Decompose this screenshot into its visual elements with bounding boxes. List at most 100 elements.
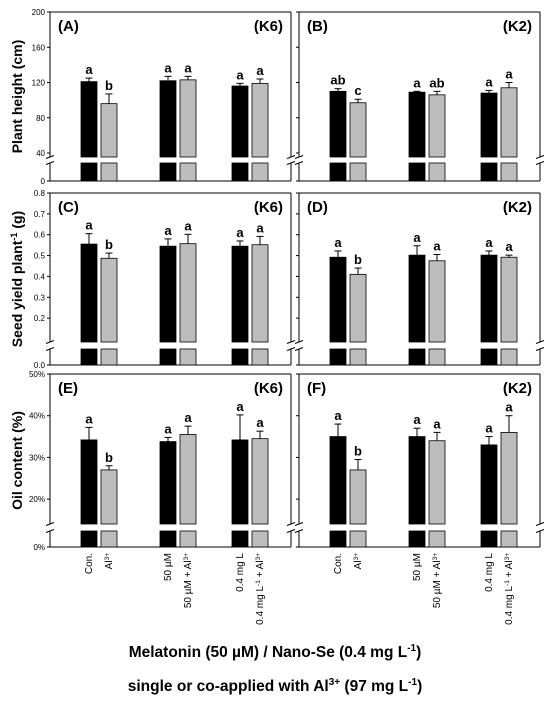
bar-group: c (349, 83, 367, 182)
panel-cultivar-label: (K2) (503, 199, 532, 216)
bar-stub (428, 348, 446, 366)
axis-break-mark (286, 340, 296, 344)
panel-f: aba a aa(F) (K2)Con. Al3+ 50 µM 50 µM + Al3+ 0.… (294, 373, 545, 625)
bar-group: a (80, 218, 98, 366)
axis-break-mark (286, 529, 296, 533)
y-tick-label: 160 (32, 43, 46, 52)
bar (100, 469, 118, 525)
bar (80, 243, 98, 343)
bar-group: b (100, 450, 118, 548)
bar-stub (251, 162, 269, 182)
bar-stub (231, 530, 249, 548)
y-tick-label: 0.4 (34, 272, 46, 281)
significance-label: a (485, 421, 493, 436)
bar-group: a (480, 421, 498, 548)
bar (349, 273, 367, 343)
significance-label: a (164, 421, 172, 436)
y-tick-label: 0.5 (34, 252, 46, 261)
significance-label: a (184, 410, 192, 425)
axis-break-mark (45, 155, 55, 159)
bar-group: a (480, 235, 498, 366)
bar-group: a (231, 399, 249, 548)
bar (100, 103, 118, 158)
significance-label: a (236, 67, 244, 82)
bar (251, 438, 269, 525)
y-axis-label-row-1: Plant height (cm) (9, 40, 25, 154)
bar-stub (80, 348, 98, 366)
bar-group: b (100, 237, 118, 366)
significance-label: a (433, 239, 441, 254)
bar-stub (500, 162, 518, 182)
bar-group: a (408, 230, 426, 366)
bar-stub (329, 348, 347, 366)
bar-stub (179, 162, 197, 182)
bar (329, 90, 347, 158)
y-axis-label-row-3: Oil content (%) (9, 411, 25, 510)
panel-letter: (D) (307, 199, 328, 216)
bar-group: a (408, 75, 426, 182)
axis-break-mark (535, 161, 545, 165)
bar (500, 87, 518, 158)
bar-group: a (231, 225, 249, 366)
bar-group: a (159, 421, 177, 548)
x-tick-label: Con. (333, 553, 344, 574)
bar (80, 81, 98, 158)
y-tick-label: 0.7 (34, 210, 46, 219)
axis-break-mark (294, 340, 304, 344)
bar (428, 94, 446, 158)
x-tick-label: 0.4 mg L (484, 553, 495, 592)
significance-label: a (413, 412, 421, 427)
bar (349, 102, 367, 158)
axis-break-mark (45, 529, 55, 533)
x-tick-label: 0.4 mg L (235, 553, 246, 592)
bar (231, 85, 249, 158)
bar-group: a (179, 60, 197, 182)
bar-stub (159, 162, 177, 182)
bar-stub (428, 530, 446, 548)
bar (179, 434, 197, 525)
x-tick-label: 0.4 mg L-1 + Al3+ (255, 553, 267, 625)
significance-label: a (485, 74, 493, 89)
bar-group: b (100, 78, 118, 182)
axis-break-mark (45, 347, 55, 351)
bar-stub (428, 162, 446, 182)
bar-stub (480, 162, 498, 182)
bar (159, 441, 177, 525)
bar-stub (480, 348, 498, 366)
significance-label: b (105, 237, 113, 252)
x-tick-label: 50 µM (412, 553, 423, 581)
bar-stub (349, 348, 367, 366)
y-tick-label: 40% (29, 412, 45, 421)
significance-label: b (354, 252, 362, 267)
bar (231, 439, 249, 525)
significance-label: a (413, 75, 421, 90)
panel-cultivar-label: (K2) (503, 18, 532, 35)
axis-break-mark (294, 155, 304, 159)
bar-stub (251, 348, 269, 366)
bar (480, 444, 498, 525)
significance-label: a (236, 399, 244, 414)
y-tick-label: 50% (29, 370, 45, 379)
y-tick-label: 0.2 (34, 314, 46, 323)
y-tick-label: 0.6 (34, 231, 46, 240)
axis-break-mark (294, 347, 304, 351)
significance-label: a (256, 415, 264, 430)
bar-group: a (329, 408, 347, 548)
significance-label: b (105, 78, 113, 93)
bar (480, 92, 498, 158)
significance-label: a (85, 411, 93, 426)
panel-cultivar-label: (K6) (254, 199, 283, 216)
x-tick-label: Con. (84, 553, 95, 574)
significance-label: a (505, 400, 513, 415)
bar-stub (231, 162, 249, 182)
bar-stub (349, 530, 367, 548)
bar-stub (349, 162, 367, 182)
axis-break-mark (294, 161, 304, 165)
bar-group: a (480, 74, 498, 182)
bar-stub (100, 162, 118, 182)
significance-label: b (354, 444, 362, 459)
y-tick-label-break: 0% (33, 543, 45, 552)
